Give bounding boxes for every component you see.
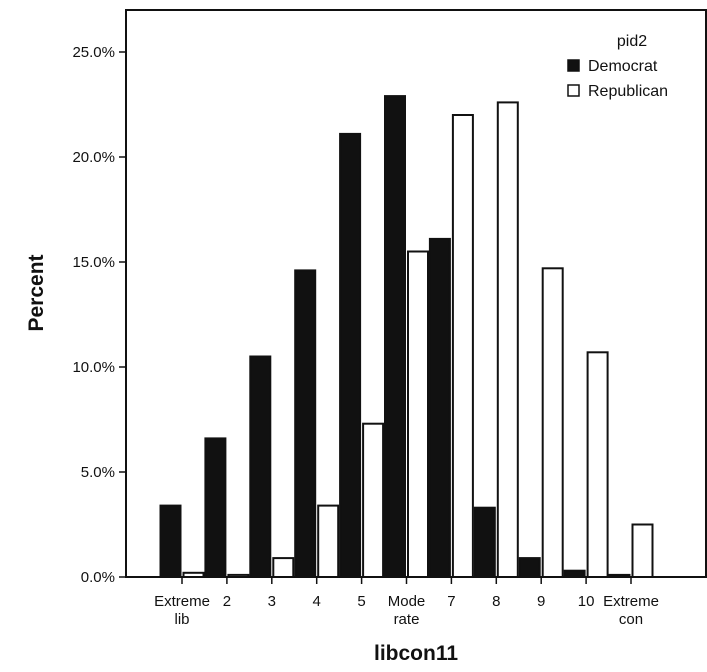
legend-title: pid2 (617, 33, 647, 50)
bar-republican-1 (227, 573, 250, 579)
x-tick-label: 2 (223, 593, 231, 610)
x-tick-label: 7 (447, 593, 455, 610)
y-tick-label: 10.0% (72, 359, 115, 376)
x-axis-title: libcon11 (374, 642, 458, 665)
y-tick-label: 5.0% (81, 464, 115, 481)
bar-democrat-3 (294, 269, 317, 578)
legend-label-democrat: Democrat (588, 58, 658, 75)
y-tick-label: 0.0% (81, 569, 115, 586)
bar-republican-10 (631, 523, 654, 578)
bar-democrat-10 (608, 573, 631, 579)
bar-democrat-4 (339, 132, 362, 578)
bars-layer (159, 95, 654, 579)
x-tick-label: Extreme (603, 593, 659, 610)
bar-democrat-0 (159, 504, 182, 579)
x-tick-label: Mode (388, 593, 426, 610)
x-tick-label: 8 (492, 593, 500, 610)
bar-democrat-7 (473, 506, 496, 579)
x-tick-label: rate (394, 611, 420, 628)
legend: pid2 Democrat Republican (567, 33, 668, 100)
bar-democrat-6 (428, 237, 451, 578)
x-tick-label: con (619, 611, 643, 628)
bar-democrat-2 (249, 355, 272, 578)
y-tick-label: 15.0% (72, 254, 115, 271)
bar-democrat-9 (563, 569, 586, 579)
x-tick-label: 9 (537, 593, 545, 610)
x-tick-label: lib (174, 611, 189, 628)
bar-republican-6 (451, 114, 474, 578)
x-tick-label: 3 (268, 593, 276, 610)
bar-democrat-1 (204, 437, 227, 578)
x-tick-label: 4 (313, 593, 321, 610)
bar-republican-9 (586, 351, 609, 578)
bar-democrat-5 (384, 95, 406, 578)
x-tick-label: 10 (578, 593, 595, 610)
y-axis: 0.0% 5.0% 10.0% 15.0% 20.0% 25.0% (72, 44, 126, 586)
bar-republican-2 (272, 557, 295, 578)
bar-republican-7 (496, 101, 519, 579)
y-axis-title: Percent (25, 254, 48, 331)
y-tick-label: 25.0% (72, 44, 115, 61)
bar-democrat-8 (518, 557, 541, 578)
legend-label-republican: Republican (588, 83, 668, 100)
legend-swatch-republican (567, 84, 580, 97)
y-tick-label: 20.0% (72, 149, 115, 166)
x-tick-label: 5 (357, 593, 365, 610)
bar-republican-0 (182, 571, 205, 578)
x-tick-label: Extreme (154, 593, 210, 610)
bar-republican-8 (541, 267, 564, 578)
bar-republican-4 (362, 422, 385, 579)
bar-republican-3 (317, 504, 340, 579)
bar-republican-5 (407, 250, 429, 578)
legend-swatch-democrat (567, 59, 580, 72)
